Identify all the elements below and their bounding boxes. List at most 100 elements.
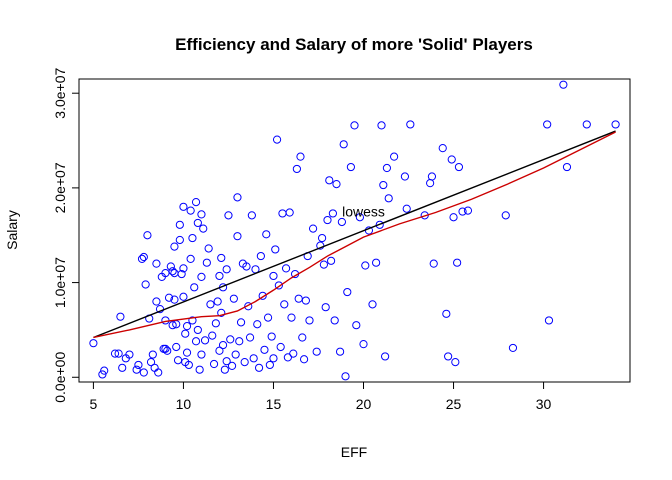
data-point (368, 300, 377, 309)
data-point (321, 303, 330, 312)
data-point (236, 318, 246, 327)
data-point (361, 261, 370, 270)
data-point (215, 346, 224, 355)
data-point (308, 224, 318, 233)
data-point (294, 294, 303, 303)
data-point (325, 176, 334, 185)
data-point (317, 233, 327, 243)
data-point (110, 349, 120, 358)
data-point (148, 350, 157, 359)
data-point (543, 120, 552, 129)
data-point (139, 368, 148, 377)
data-point (281, 264, 291, 273)
data-point (182, 348, 192, 357)
data-point (285, 208, 294, 217)
data-point (582, 120, 591, 129)
data-point (240, 358, 249, 367)
y-axis: 0.0e+00 1.0e+07 2.0e+07 3.0e+07 (52, 67, 80, 403)
data-point (384, 194, 393, 203)
data-point (125, 350, 134, 359)
x-axis-label: EFF (341, 444, 367, 460)
data-point (168, 321, 177, 330)
data-point (426, 179, 435, 188)
data-point (190, 283, 199, 292)
data-point (449, 213, 458, 222)
data-point (233, 232, 242, 241)
x-tick-label: 5 (90, 396, 98, 412)
data-point (332, 180, 341, 189)
data-point (458, 207, 467, 216)
data-point (265, 360, 274, 370)
data-point (186, 206, 195, 215)
data-point (544, 316, 554, 325)
data-point (562, 162, 572, 172)
data-point (213, 297, 222, 306)
data-point (280, 300, 289, 309)
data-point (341, 372, 350, 381)
data-point (224, 211, 233, 220)
data-point (382, 163, 392, 173)
y-tick-label: 0.0e+00 (52, 352, 68, 403)
data-point (118, 363, 127, 372)
data-point (231, 350, 240, 359)
data-point (98, 370, 107, 379)
x-tick-label: 15 (266, 396, 282, 412)
data-point (337, 217, 346, 227)
y-tick-label: 1.0e+07 (52, 257, 68, 308)
data-point (188, 316, 197, 325)
data-point (323, 215, 332, 225)
data-point (154, 368, 163, 377)
x-tick-label: 20 (356, 396, 372, 412)
data-point (269, 271, 278, 281)
data-point (233, 193, 242, 202)
data-point (191, 197, 201, 207)
data-point (283, 353, 292, 362)
data-point (222, 265, 231, 274)
data-point (377, 121, 386, 130)
data-point (269, 354, 278, 363)
data-point (170, 242, 179, 251)
data-point (299, 355, 309, 364)
data-point (263, 313, 273, 322)
data-point (184, 360, 193, 370)
data-point (114, 349, 123, 358)
data-point (134, 360, 143, 370)
data-point (258, 291, 267, 300)
data-point (89, 339, 98, 348)
x-axis: 5 10 15 20 25 30 (90, 381, 552, 412)
x-tick-label: 25 (446, 396, 462, 412)
data-point (359, 340, 368, 349)
data-point (260, 345, 269, 354)
data-point (429, 259, 438, 268)
data-point (406, 120, 415, 129)
data-point (402, 204, 411, 213)
data-point (220, 365, 229, 374)
data-point (298, 333, 307, 342)
data-point (442, 309, 451, 318)
data-point (215, 271, 224, 281)
plot-frame (78, 78, 631, 383)
chart-title: Efficiency and Salary of more 'Solid' Pl… (175, 35, 533, 54)
data-point (211, 319, 220, 328)
data-point (132, 365, 141, 374)
data-point (242, 262, 251, 271)
data-point (274, 281, 283, 290)
data-point (262, 230, 271, 239)
data-point (191, 337, 201, 346)
data-point (235, 337, 244, 346)
data-point (195, 365, 204, 374)
data-point (170, 295, 179, 304)
data-point (249, 354, 258, 363)
x-tick-label: 30 (536, 396, 552, 412)
data-point (287, 313, 296, 322)
data-point (267, 332, 276, 341)
data-point (179, 264, 188, 273)
data-point (301, 296, 310, 305)
data-point (343, 287, 352, 297)
data-point (146, 358, 156, 367)
data-point (444, 352, 453, 361)
data-point (182, 322, 192, 331)
data-point (173, 356, 183, 365)
y-axis-label: Salary (4, 210, 20, 250)
